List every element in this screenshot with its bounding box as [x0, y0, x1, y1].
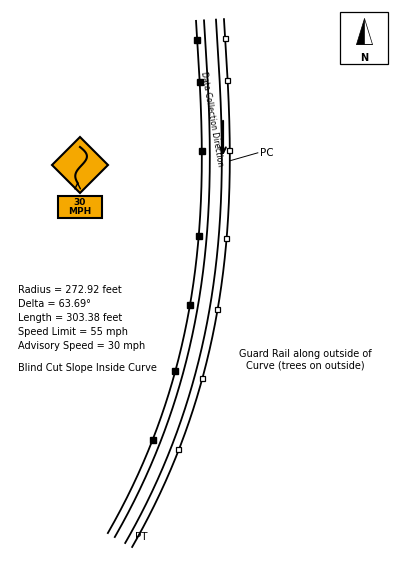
- Text: Advisory Speed = 30 mph: Advisory Speed = 30 mph: [18, 341, 145, 351]
- Text: Radius = 272.92 feet: Radius = 272.92 feet: [18, 285, 122, 295]
- Text: Speed Limit = 55 mph: Speed Limit = 55 mph: [18, 327, 128, 337]
- Polygon shape: [356, 18, 364, 44]
- Text: Guard Rail along outside of
Curve (trees on outside): Guard Rail along outside of Curve (trees…: [239, 349, 371, 371]
- Bar: [225, 78, 230, 83]
- Bar: [200, 376, 205, 381]
- Text: 30
MPH: 30 MPH: [68, 198, 92, 216]
- Bar: [196, 233, 202, 239]
- Bar: [150, 437, 156, 443]
- Text: Data Collection Direction: Data Collection Direction: [199, 70, 224, 167]
- Text: N: N: [360, 53, 368, 63]
- Text: Blind Cut Slope Inside Curve: Blind Cut Slope Inside Curve: [18, 363, 157, 373]
- Bar: [223, 36, 228, 41]
- Text: PC: PC: [260, 148, 274, 158]
- Bar: [199, 148, 205, 154]
- Polygon shape: [364, 18, 372, 44]
- Bar: [197, 79, 203, 85]
- Text: Delta = 63.69°: Delta = 63.69°: [18, 299, 91, 309]
- Bar: [58, 196, 102, 218]
- Bar: [172, 368, 178, 374]
- Bar: [215, 307, 220, 312]
- Polygon shape: [52, 137, 108, 193]
- Bar: [227, 148, 232, 154]
- Bar: [194, 37, 200, 43]
- Bar: [187, 302, 193, 308]
- Bar: [340, 12, 388, 64]
- Bar: [176, 448, 181, 452]
- Polygon shape: [108, 19, 230, 547]
- Text: PT: PT: [135, 532, 148, 542]
- Bar: [224, 236, 229, 241]
- Text: Length = 303.38 feet: Length = 303.38 feet: [18, 313, 122, 323]
